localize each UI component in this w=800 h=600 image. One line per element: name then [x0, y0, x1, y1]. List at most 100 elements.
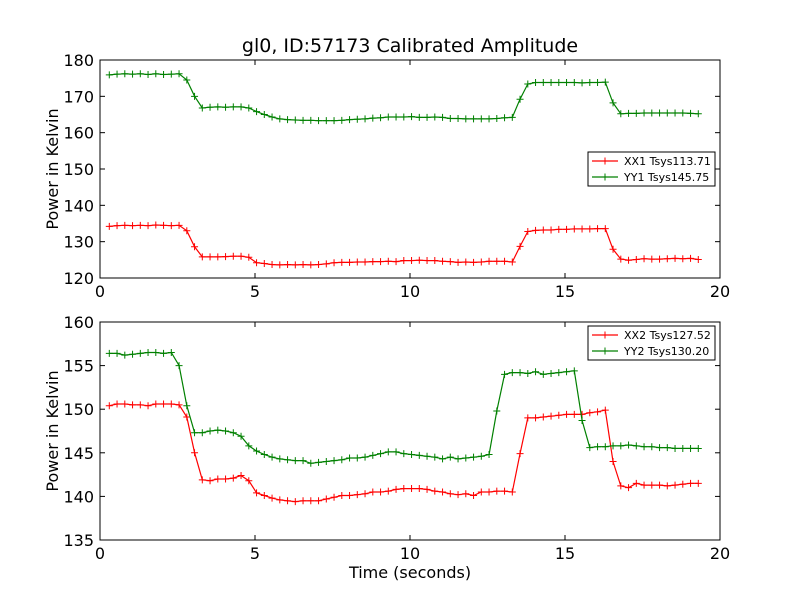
data-point — [508, 113, 516, 121]
data-point — [315, 497, 323, 505]
data-point — [516, 450, 524, 458]
data-point — [330, 493, 338, 501]
data-point — [315, 458, 323, 466]
data-point — [439, 455, 447, 463]
data-point — [167, 70, 175, 78]
data-point — [369, 451, 377, 459]
data-point — [586, 409, 594, 417]
data-point — [384, 113, 392, 121]
data-point — [183, 402, 191, 410]
x-tick-label: 15 — [555, 282, 575, 301]
y-tick-label: 160 — [63, 313, 94, 332]
data-point — [446, 490, 454, 498]
data-point — [229, 474, 237, 482]
data-point — [377, 450, 385, 458]
data-point — [470, 453, 478, 461]
data-point — [694, 110, 702, 118]
y-axis-label: Power in Kelvin — [43, 108, 62, 229]
data-point — [663, 255, 671, 263]
data-point — [648, 481, 656, 489]
data-point — [222, 475, 230, 483]
data-point — [167, 400, 175, 408]
data-point — [516, 95, 524, 103]
data-point — [555, 79, 563, 87]
data-point — [136, 349, 144, 357]
data-point — [268, 113, 276, 121]
data-point — [594, 225, 602, 233]
data-point — [555, 411, 563, 419]
data-point — [555, 369, 563, 377]
data-point — [198, 104, 206, 112]
data-point — [245, 253, 253, 261]
data-point — [609, 442, 617, 450]
y-tick-label: 130 — [63, 233, 94, 252]
data-point — [392, 113, 400, 121]
data-point — [291, 261, 299, 269]
data-point — [291, 116, 299, 124]
data-point — [539, 226, 547, 234]
data-point — [485, 451, 493, 459]
data-point — [237, 103, 245, 111]
data-point — [346, 492, 354, 500]
data-point — [671, 444, 679, 452]
data-point — [547, 79, 555, 87]
data-point — [214, 103, 222, 111]
data-point — [299, 457, 307, 465]
legend-label-1: YY1 Tsys145.75 — [623, 171, 709, 184]
data-point — [253, 489, 261, 497]
data-point — [462, 454, 470, 462]
data-point — [245, 104, 253, 112]
data-point — [508, 258, 516, 266]
data-point — [152, 349, 160, 357]
y-tick-label: 145 — [63, 444, 94, 463]
data-point — [307, 459, 315, 467]
data-point — [439, 113, 447, 121]
data-point — [423, 485, 431, 493]
data-point — [547, 412, 555, 420]
y-tick-label: 155 — [63, 357, 94, 376]
data-point — [191, 243, 199, 251]
data-point — [214, 475, 222, 483]
data-point — [338, 116, 346, 124]
data-point — [183, 76, 191, 84]
data-point — [694, 255, 702, 263]
data-point — [121, 70, 129, 78]
data-point — [679, 109, 687, 117]
data-point — [330, 259, 338, 267]
data-point — [105, 71, 113, 79]
data-point — [206, 427, 214, 435]
data-point — [586, 225, 594, 233]
data-point — [400, 450, 408, 458]
data-point — [353, 454, 361, 462]
data-point — [245, 442, 253, 450]
data-point — [268, 453, 276, 461]
data-point — [322, 117, 330, 125]
data-point — [152, 70, 160, 78]
data-point — [167, 222, 175, 230]
data-point — [594, 79, 602, 87]
data-point — [493, 257, 501, 265]
data-point — [113, 349, 121, 357]
data-point — [578, 417, 586, 425]
data-point — [198, 429, 206, 437]
data-point — [439, 488, 447, 496]
x-tick-label: 20 — [710, 282, 730, 301]
data-point — [648, 109, 656, 117]
data-point — [454, 114, 462, 122]
data-point — [617, 255, 625, 263]
data-point — [423, 257, 431, 265]
chart-title: gl0, ID:57173 Calibrated Amplitude — [242, 35, 578, 57]
data-point — [555, 225, 563, 233]
data-point — [408, 113, 416, 121]
data-point — [632, 442, 640, 450]
x-tick-label: 0 — [95, 282, 105, 301]
data-point — [508, 488, 516, 496]
data-point — [284, 456, 292, 464]
y-tick-label: 120 — [63, 269, 94, 288]
data-point — [687, 109, 695, 117]
data-point — [222, 427, 230, 435]
y-tick-label: 180 — [63, 51, 94, 70]
data-point — [129, 70, 137, 78]
data-point — [299, 497, 307, 505]
data-point — [229, 103, 237, 111]
